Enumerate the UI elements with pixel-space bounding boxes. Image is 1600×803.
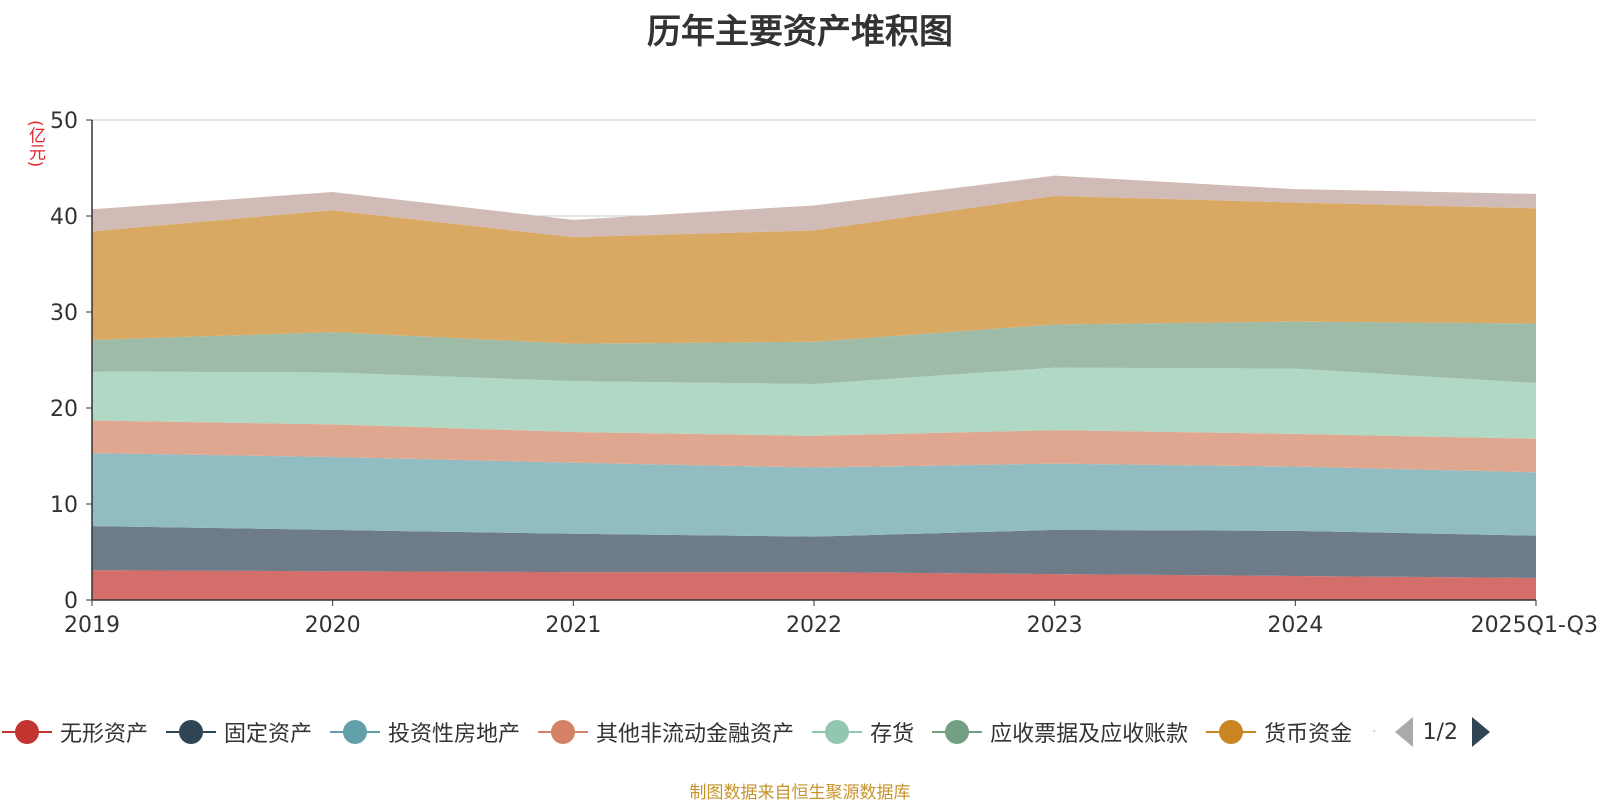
chart-title: 历年主要资产堆积图 — [647, 12, 953, 52]
legend-item[interactable]: 无形资产 — [2, 716, 148, 748]
y-tick-label: 40 — [50, 205, 78, 230]
x-tick-label: 2021 — [545, 613, 601, 638]
legend-item[interactable]: 投资性房地产 — [330, 716, 520, 748]
area-series — [92, 321, 1536, 384]
legend-label: 应收票据及应收账款 — [990, 722, 1189, 747]
legend-marker-icon — [166, 719, 217, 745]
legend-label: 货币资金 — [1264, 722, 1353, 747]
x-tick-label: 2025Q1-Q3 — [1471, 613, 1598, 638]
area-series — [92, 175, 1536, 238]
x-tick-label: 2022 — [786, 613, 842, 638]
legend-label: 其他非流动金融资产 — [596, 722, 795, 747]
legend-marker-icon — [812, 719, 863, 745]
y-tick-label: 30 — [50, 301, 78, 326]
area-series — [92, 570, 1536, 600]
legend-label: 存货 — [870, 722, 915, 747]
y-tick-label: 20 — [50, 397, 78, 422]
legend-item[interactable]: 存货 — [812, 716, 914, 748]
legend-page-indicator: 1/2 — [1422, 719, 1458, 745]
legend-label: 无形资产 — [60, 722, 149, 747]
area-series — [92, 195, 1536, 344]
area-series — [92, 526, 1536, 578]
legend-label: 投资性房地产 — [388, 722, 521, 747]
area-series — [92, 367, 1536, 439]
area-series — [92, 453, 1536, 537]
y-tick-label: 10 — [50, 493, 78, 518]
legend-marker-icon — [330, 719, 381, 745]
legend-label: 固定资产 — [224, 722, 313, 747]
legend-marker-icon — [538, 719, 589, 745]
legend-ellipsis: · — [1372, 724, 1377, 740]
y-axis-unit-label: (亿元) — [25, 120, 45, 168]
x-tick-label: 2023 — [1027, 613, 1083, 638]
legend: 无形资产 固定资产 投资性房地产 其他非流动金融资产 存货 应收票据及应收账款 货币资金 ·… — [0, 712, 1600, 752]
legend-pager: 1/2 — [1394, 717, 1490, 747]
x-tick-label: 2020 — [305, 613, 361, 638]
legend-item[interactable]: 其他非流动金融资产 — [538, 716, 794, 748]
legend-marker-icon — [2, 719, 52, 745]
x-tick-label: 2019 — [64, 613, 120, 638]
y-tick-label: 50 — [50, 109, 78, 134]
area-series — [92, 420, 1536, 473]
legend-item[interactable]: 固定资产 — [166, 716, 312, 748]
legend-marker-icon — [1206, 719, 1257, 745]
y-tick-label: 0 — [64, 589, 78, 614]
x-tick-label: 2024 — [1267, 613, 1323, 638]
legend-next-page-icon[interactable] — [1471, 717, 1490, 747]
source-note: 制图数据来自恒生聚源数据库 — [689, 783, 911, 803]
legend-items: 无形资产 固定资产 投资性房地产 其他非流动金融资产 存货 应收票据及应收账款 货币资金 — [0, 716, 1370, 748]
legend-item[interactable]: 货币资金 — [1206, 716, 1352, 748]
legend-prev-page-icon[interactable] — [1394, 717, 1413, 747]
legend-marker-icon — [932, 719, 983, 745]
legend-item[interactable]: 应收票据及应收账款 — [932, 716, 1188, 748]
